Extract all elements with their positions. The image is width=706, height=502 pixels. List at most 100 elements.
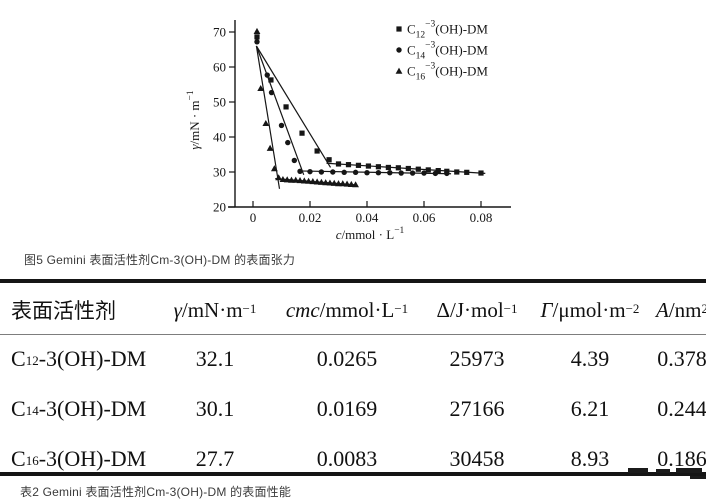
cmc-value: 0.0265 [316,346,378,371]
surfactant-name: C 16 -3(OH)-DM [11,446,147,471]
table-bottom-rule [0,472,706,476]
data-point-circle [307,168,313,175]
data-point-triangle [275,174,283,181]
data-point-triangle [253,27,261,34]
y-tick-label: 60 [213,60,226,75]
area-value: 0.186 [657,446,706,471]
data-point-circle [285,139,291,146]
data-point-square [464,169,470,175]
table-row: C 12 -3(OH)-DM 32.1 0.0265 25973 4.39 0.37… [0,334,706,384]
header-main-part: /nm [668,297,702,322]
cmc-value: 0.0083 [316,446,378,471]
column-header-surfactant: 表面活性剂 [0,288,168,332]
delta-value: 30458 [449,446,505,471]
data-point-circle [375,170,382,176]
data-point-triangle [352,181,359,188]
surface-tension-chart: 20 30 40 50 60 70 0 0.02 0.04 0.06 0.08 γ/mN · m−1 c… [185,8,517,250]
data-point-triangle [335,180,342,187]
watermark-smudge [676,468,702,473]
data-point-triangle [339,180,347,187]
y-axis-label: γ/mN · m−1 [186,90,202,150]
data-point-triangle [270,165,278,172]
data-point-square [314,148,320,154]
y-tick-label: 30 [213,165,226,180]
data-point-square [254,34,260,40]
header-main-part: /μmol·m [552,297,626,322]
data-point-square [454,169,460,175]
data-point-circle [297,168,303,174]
data-point-square [435,168,441,174]
data-point-square [345,162,352,168]
data-point-triangle [395,67,403,74]
y-tick-label: 70 [213,25,226,40]
x-tick-label: 0.04 [356,210,379,225]
header-italic-part: Γ [540,297,553,322]
data-point-square [396,26,402,32]
data-point-triangle [288,176,295,183]
data-point-triangle [300,177,308,184]
delta-value: 25973 [449,346,505,371]
x-axis-label: c/mmol · L−1 [336,226,405,242]
x-tick-label: 0.06 [413,210,436,225]
x-tick-label: 0.02 [299,210,322,225]
table-row: C 16 -3(OH)-DM 27.7 0.0083 30458 8.93 0.18… [0,434,706,484]
surface-excess-value: 4.39 [570,346,610,371]
surfactant-name: C 12 -3(OH)-DM [11,346,147,371]
data-point-circle [409,170,416,176]
data-point-triangle [296,177,304,184]
data-point-triangle [283,176,291,183]
data-point-square [375,164,381,170]
surface-excess-value: 6.21 [570,396,610,421]
header-main-part: /mN·m [181,297,243,322]
fit-line [255,45,332,168]
data-point-circle [341,169,347,176]
table-caption: 表2 Gemini 表面活性剂Cm-3(OH)-DM 的表面性能 [20,485,292,499]
data-point-circle [398,170,404,176]
watermark-smudge [628,468,648,473]
data-point-square [283,104,289,110]
data-point-triangle [347,180,355,187]
data-point-triangle [326,179,334,186]
cmc-value: 0.0169 [316,396,378,421]
data-point-square [335,161,342,167]
gamma-value: 27.7 [195,446,235,471]
header-main-part: /mmol·L [319,297,395,322]
y-tick-label: 20 [213,200,226,215]
data-point-triangle [343,180,351,187]
data-point-triangle [279,175,287,183]
data-point-triangle [330,179,338,186]
column-header-surface-excess: Γ/μmol·m −2 [540,297,640,322]
legend-item-label: C14−3(OH)-DM [407,41,488,62]
column-header-area: A/nm 2 [656,297,706,322]
chart-svg: 20 30 40 50 60 70 0 0.02 0.04 0.06 0.08 γ/mN · m−1 c… [186,20,511,242]
data-point-square [326,157,332,163]
data-point-square [478,170,484,176]
figure-caption: 图5 Gemini 表面活性剂Cm-3(OH)-DM 的表面张力 [24,253,296,267]
header-italic-part: A [656,297,669,322]
data-point-square [385,164,391,171]
legend-item-label: C16−3(OH)-DM [407,62,488,83]
y-tick-label: 40 [213,130,226,145]
table-row: C 14 -3(OH)-DM 30.1 0.0169 27166 6.21 0.24… [0,384,706,434]
data-point-circle [268,89,275,96]
header-main-part: Δ/J·mol [436,297,504,322]
surfactant-name: C 14 -3(OH)-DM [11,396,147,421]
data-point-triangle [257,84,265,92]
data-point-triangle [309,178,317,185]
data-point-square [365,163,372,169]
data-point-square [405,165,411,172]
header-separator-rule [0,334,706,335]
data-point-square [395,165,401,171]
x-tick-label: 0.08 [470,210,493,225]
data-point-circle [432,170,439,177]
data-point-square [415,166,421,172]
data-point-circle [318,169,325,175]
data-point-square [355,162,362,168]
header-italic-part: γ [173,297,182,322]
data-point-circle [278,122,285,129]
surface-excess-value: 8.93 [570,446,610,471]
table-header-row: 表面活性剂 γ/mN·m −1 cmc/mmol·L −1 Δ/J·mol −1 Γ /… [0,288,706,332]
data-point-square [268,77,274,83]
column-header-delta: Δ/J·mol −1 [436,297,518,322]
